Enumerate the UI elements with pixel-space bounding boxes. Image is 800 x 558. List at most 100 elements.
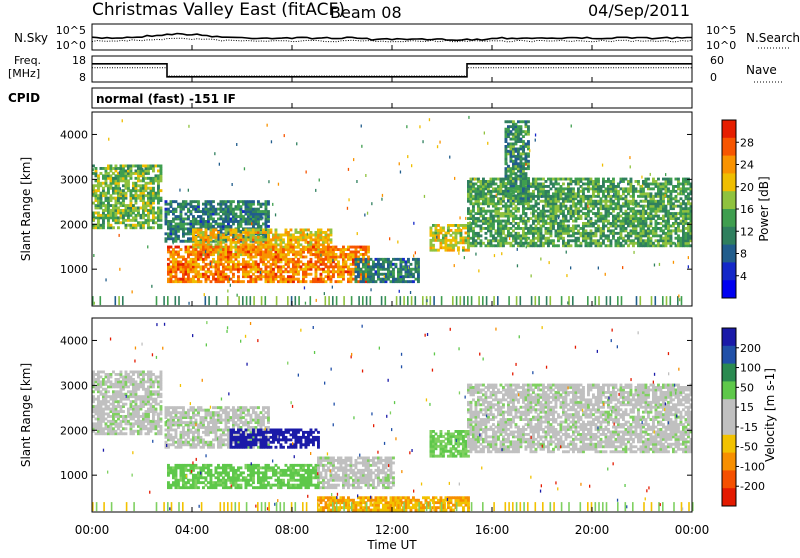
power-cell: [167, 273, 170, 276]
power-cell: [685, 217, 688, 220]
power-cell: [185, 246, 188, 249]
power-cell: [240, 268, 243, 271]
power-cell: [647, 192, 650, 195]
power-cell: [477, 185, 480, 188]
power-cell: [275, 265, 278, 268]
power-cell: [122, 192, 125, 195]
power-cell: [522, 187, 525, 190]
power-cell: [167, 220, 170, 223]
power-cell: [627, 239, 630, 242]
power-cell: [250, 248, 253, 251]
power-cell: [490, 244, 493, 247]
power-cell: [242, 215, 245, 218]
power-cell: [270, 256, 273, 259]
power-cell: [150, 194, 153, 197]
power-cell: [185, 200, 188, 203]
power-cell: [515, 190, 518, 193]
power-cell: [220, 256, 223, 259]
power-cell: [230, 220, 233, 223]
power-cell: [472, 207, 475, 210]
power-cell: [180, 220, 183, 223]
power-cell: [190, 240, 193, 243]
power-cell: [160, 177, 163, 180]
power-cell: [179, 189, 180, 192]
power-cell: [627, 234, 630, 237]
power-cell: [598, 296, 600, 305]
power-cell: [385, 273, 388, 276]
power-cell: [522, 172, 525, 175]
power-cell: [495, 210, 498, 213]
power-cell: [685, 187, 688, 190]
power-cell: [280, 234, 283, 237]
power-cell: [657, 222, 660, 225]
power-cell: [142, 226, 145, 229]
power-cell: [310, 246, 313, 249]
power-cell: [172, 260, 175, 263]
power-cell: [512, 187, 515, 190]
power-cell: [320, 238, 323, 241]
power-cell: [345, 270, 348, 273]
power-cell: [612, 220, 615, 223]
power-cell: [325, 248, 328, 251]
power-cell: [647, 232, 650, 235]
power-cell: [550, 195, 553, 198]
power-cell: [382, 278, 385, 281]
power-cell: [185, 265, 188, 268]
power-cell: [532, 192, 535, 195]
power-cell: [252, 213, 255, 216]
power-cell: [307, 263, 310, 266]
power-cell: [617, 202, 620, 205]
power-cell: [155, 221, 158, 224]
power-cell: [260, 238, 263, 241]
power-cell: [265, 205, 268, 208]
power-cell: [242, 260, 245, 263]
power-cell: [510, 148, 513, 151]
power-cell: [342, 265, 345, 268]
power-cell: [115, 296, 117, 305]
power-cell: [343, 296, 345, 305]
power-cell: [240, 280, 243, 283]
power-cell: [642, 180, 645, 183]
power-cell: [597, 215, 600, 218]
power-cell: [592, 180, 595, 183]
power-cell: [647, 239, 650, 242]
power-cell: [680, 202, 683, 205]
power-cell: [315, 189, 316, 192]
power-cell: [127, 184, 130, 187]
power-cell: [677, 244, 680, 247]
power-cell: [182, 273, 185, 276]
power-cell: [477, 202, 480, 205]
power-cell: [337, 270, 340, 273]
power-cell: [337, 263, 340, 266]
power-cell: [650, 200, 653, 203]
power-cell: [682, 220, 685, 223]
power-cell: [100, 172, 103, 175]
power-cell: [93, 254, 94, 257]
power-cell: [402, 258, 405, 261]
power-cell: [310, 234, 313, 237]
power-cell: [385, 296, 387, 305]
power-cell: [635, 180, 638, 183]
power-cell: [490, 234, 493, 237]
power-cell: [625, 242, 628, 245]
power-cell: [495, 207, 498, 210]
power-cell: [512, 155, 515, 158]
power-cell: [147, 226, 150, 229]
power-cell: [495, 239, 498, 242]
power-cell: [365, 273, 368, 276]
power-cell: [497, 207, 500, 210]
power-cell: [347, 256, 350, 259]
power-cell: [512, 225, 515, 228]
power-cell: [545, 232, 548, 235]
power-cell: [622, 187, 625, 190]
power-cell: [342, 248, 345, 251]
power-cell: [557, 178, 560, 181]
power-cell: [337, 280, 340, 283]
power-cell: [295, 229, 298, 232]
power-cell: [500, 220, 503, 223]
power-cell: [472, 183, 475, 186]
power-cell: [467, 192, 470, 195]
power-cell: [682, 192, 685, 195]
power-cell: [215, 273, 218, 276]
power-cell: [267, 280, 270, 283]
